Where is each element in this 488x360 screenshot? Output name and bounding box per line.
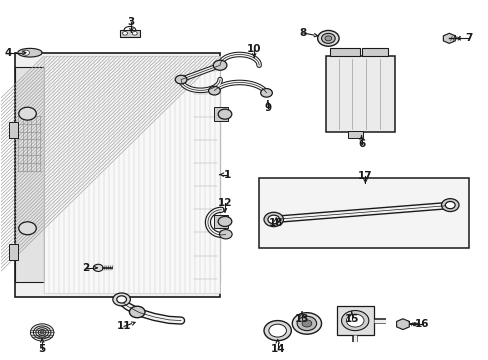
Text: 17: 17 xyxy=(357,171,372,181)
Bar xyxy=(326,56,394,132)
Text: 4: 4 xyxy=(4,48,12,58)
Circle shape xyxy=(264,212,283,226)
Text: 8: 8 xyxy=(299,28,306,38)
Circle shape xyxy=(302,320,311,327)
Circle shape xyxy=(325,36,331,41)
Circle shape xyxy=(22,50,29,55)
Circle shape xyxy=(117,296,126,303)
Bar xyxy=(15,67,43,282)
Circle shape xyxy=(219,230,232,239)
Bar xyxy=(9,244,18,260)
Text: 16: 16 xyxy=(414,319,429,329)
Circle shape xyxy=(264,320,291,341)
Text: 18: 18 xyxy=(268,218,283,228)
Bar xyxy=(259,178,468,248)
Circle shape xyxy=(122,32,127,35)
Text: 6: 6 xyxy=(357,139,365,149)
Bar xyxy=(330,48,359,56)
Circle shape xyxy=(113,293,130,306)
Bar xyxy=(191,67,220,282)
Circle shape xyxy=(218,109,231,119)
Bar xyxy=(214,107,227,121)
Bar xyxy=(214,215,227,228)
Circle shape xyxy=(260,89,272,97)
Circle shape xyxy=(297,316,316,330)
Circle shape xyxy=(175,75,186,84)
Circle shape xyxy=(268,324,286,337)
Circle shape xyxy=(40,331,44,334)
Text: 11: 11 xyxy=(117,321,131,331)
Text: 1: 1 xyxy=(224,170,231,180)
Circle shape xyxy=(213,60,226,70)
Circle shape xyxy=(129,306,145,318)
Text: 13: 13 xyxy=(294,314,308,324)
Circle shape xyxy=(30,324,54,341)
Text: 12: 12 xyxy=(217,198,232,208)
Circle shape xyxy=(19,222,36,235)
Polygon shape xyxy=(396,319,408,329)
Circle shape xyxy=(445,202,454,209)
Polygon shape xyxy=(18,48,42,57)
Circle shape xyxy=(317,31,338,46)
Text: 14: 14 xyxy=(270,343,285,354)
Text: 10: 10 xyxy=(246,44,261,54)
Circle shape xyxy=(292,313,321,334)
Bar xyxy=(336,306,373,335)
Circle shape xyxy=(208,86,220,95)
Circle shape xyxy=(441,199,458,212)
Circle shape xyxy=(19,107,36,120)
Bar xyxy=(43,56,220,293)
Text: 2: 2 xyxy=(82,263,89,273)
Circle shape xyxy=(341,311,368,330)
Text: 7: 7 xyxy=(464,33,471,43)
Bar xyxy=(361,48,387,56)
Circle shape xyxy=(321,33,334,43)
Text: 15: 15 xyxy=(344,314,358,324)
Text: 5: 5 xyxy=(39,343,46,354)
Polygon shape xyxy=(443,33,454,43)
Bar xyxy=(15,53,220,297)
Bar xyxy=(120,30,140,37)
Circle shape xyxy=(267,215,279,224)
Circle shape xyxy=(132,32,137,35)
Circle shape xyxy=(93,264,103,271)
Text: 3: 3 xyxy=(127,17,135,27)
Circle shape xyxy=(346,314,363,327)
Bar xyxy=(9,122,18,138)
Bar xyxy=(347,131,362,138)
Text: 9: 9 xyxy=(264,103,271,113)
Circle shape xyxy=(218,216,231,226)
